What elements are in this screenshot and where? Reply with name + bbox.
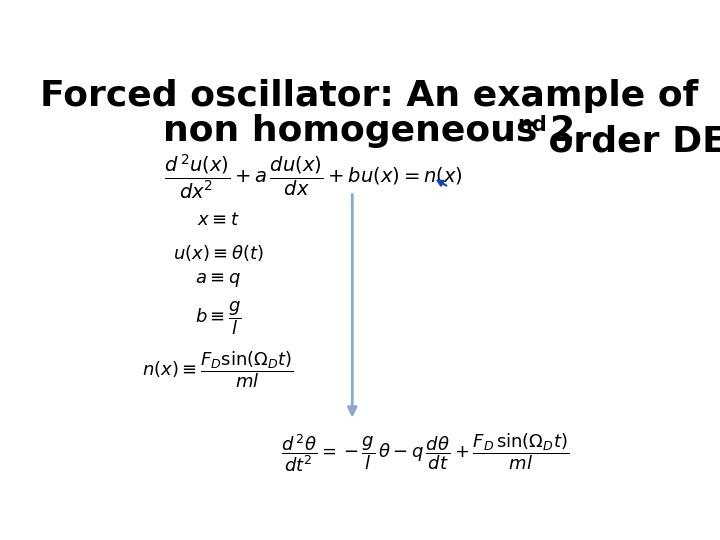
Text: $b \equiv \dfrac{g}{l}$: $b \equiv \dfrac{g}{l}$ — [195, 300, 242, 338]
Text: $\dfrac{d^{\,2}u(x)}{dx^{2}} + a\,\dfrac{du(x)}{dx} + bu(x) = n(x)$: $\dfrac{d^{\,2}u(x)}{dx^{2}} + a\,\dfrac… — [164, 152, 462, 200]
Text: order DE: order DE — [536, 125, 720, 159]
Text: $n(x) \equiv \dfrac{F_D \sin(\Omega_D t)}{ml}$: $n(x) \equiv \dfrac{F_D \sin(\Omega_D t)… — [143, 349, 294, 390]
Text: $a \equiv q$: $a \equiv q$ — [195, 271, 241, 289]
Text: non homogeneous 2: non homogeneous 2 — [163, 114, 575, 148]
Text: $x \equiv t$: $x \equiv t$ — [197, 211, 240, 229]
Text: Forced oscillator: An example of: Forced oscillator: An example of — [40, 79, 698, 113]
Text: $\dfrac{d^{\,2}\theta}{dt^{2}} = -\dfrac{g}{l}\,\theta - q\,\dfrac{d\theta}{dt} : $\dfrac{d^{\,2}\theta}{dt^{2}} = -\dfrac… — [281, 431, 569, 474]
Text: $u(x) \equiv \theta(t)$: $u(x) \equiv \theta(t)$ — [173, 243, 264, 263]
Text: nd: nd — [518, 115, 547, 135]
